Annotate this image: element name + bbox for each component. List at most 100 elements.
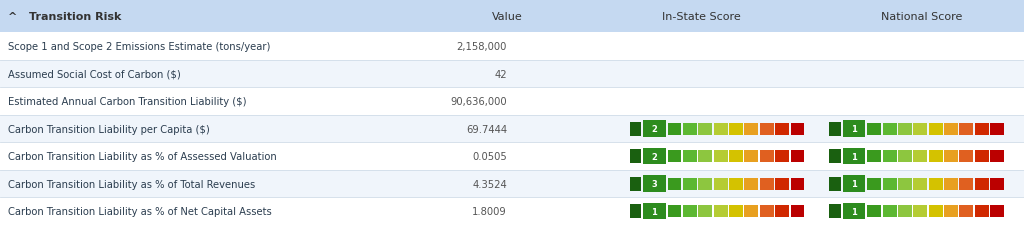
FancyBboxPatch shape [883,178,897,190]
FancyBboxPatch shape [0,198,1024,225]
Text: 2,158,000: 2,158,000 [457,42,507,52]
FancyBboxPatch shape [729,178,743,190]
Text: 1: 1 [851,207,857,216]
Text: 4.3524: 4.3524 [472,179,507,189]
FancyBboxPatch shape [668,178,682,190]
Text: Assumed Social Cost of Carbon ($): Assumed Social Cost of Carbon ($) [8,69,181,79]
FancyBboxPatch shape [744,205,758,218]
FancyBboxPatch shape [898,205,912,218]
FancyBboxPatch shape [883,150,897,163]
FancyBboxPatch shape [683,205,696,218]
FancyBboxPatch shape [643,203,666,220]
FancyBboxPatch shape [683,123,696,135]
FancyBboxPatch shape [883,205,897,218]
FancyBboxPatch shape [683,150,696,163]
FancyBboxPatch shape [775,205,788,218]
FancyBboxPatch shape [729,205,743,218]
FancyBboxPatch shape [843,148,865,165]
Text: Carbon Transition Liability as % of Assessed Valuation: Carbon Transition Liability as % of Asse… [8,152,276,162]
FancyBboxPatch shape [643,121,666,137]
FancyBboxPatch shape [959,150,973,163]
FancyBboxPatch shape [867,178,881,190]
FancyBboxPatch shape [944,123,958,135]
Text: 1: 1 [651,207,657,216]
FancyBboxPatch shape [791,205,805,218]
FancyBboxPatch shape [990,123,1004,135]
FancyBboxPatch shape [630,150,641,163]
Text: 1.8009: 1.8009 [472,206,507,216]
FancyBboxPatch shape [775,123,788,135]
Text: Value: Value [492,12,522,22]
FancyBboxPatch shape [683,178,696,190]
FancyBboxPatch shape [829,150,841,163]
FancyBboxPatch shape [867,123,881,135]
Text: Estimated Annual Carbon Transition Liability ($): Estimated Annual Carbon Transition Liabi… [8,97,247,107]
FancyBboxPatch shape [843,203,865,220]
FancyBboxPatch shape [990,205,1004,218]
Text: 90,636,000: 90,636,000 [451,97,507,107]
Text: Carbon Transition Liability per Capita ($): Carbon Transition Liability per Capita (… [8,124,210,134]
FancyBboxPatch shape [975,123,989,135]
Text: 1: 1 [851,125,857,134]
FancyBboxPatch shape [898,178,912,190]
FancyBboxPatch shape [0,170,1024,198]
Text: Carbon Transition Liability as % of Total Revenues: Carbon Transition Liability as % of Tota… [8,179,255,189]
FancyBboxPatch shape [668,205,682,218]
FancyBboxPatch shape [898,123,912,135]
FancyBboxPatch shape [0,61,1024,88]
FancyBboxPatch shape [698,150,713,163]
FancyBboxPatch shape [975,150,989,163]
FancyBboxPatch shape [744,123,758,135]
FancyBboxPatch shape [698,178,713,190]
FancyBboxPatch shape [867,150,881,163]
FancyBboxPatch shape [775,178,788,190]
FancyBboxPatch shape [929,178,943,190]
FancyBboxPatch shape [0,33,1024,61]
FancyBboxPatch shape [913,150,928,163]
FancyBboxPatch shape [0,0,1024,33]
FancyBboxPatch shape [760,205,774,218]
FancyBboxPatch shape [0,115,1024,143]
FancyBboxPatch shape [791,150,805,163]
FancyBboxPatch shape [668,123,682,135]
Text: 0.0505: 0.0505 [472,152,507,162]
FancyBboxPatch shape [975,178,989,190]
Text: 2: 2 [651,125,657,134]
FancyBboxPatch shape [760,178,774,190]
FancyBboxPatch shape [990,178,1004,190]
FancyBboxPatch shape [0,88,1024,115]
FancyBboxPatch shape [959,123,973,135]
FancyBboxPatch shape [959,178,973,190]
FancyBboxPatch shape [929,205,943,218]
FancyBboxPatch shape [913,178,928,190]
FancyBboxPatch shape [829,177,841,191]
FancyBboxPatch shape [898,150,912,163]
FancyBboxPatch shape [944,150,958,163]
FancyBboxPatch shape [944,205,958,218]
FancyBboxPatch shape [990,150,1004,163]
FancyBboxPatch shape [698,123,713,135]
FancyBboxPatch shape [843,121,865,137]
Text: 69.7444: 69.7444 [466,124,507,134]
Text: 2: 2 [651,152,657,161]
FancyBboxPatch shape [729,123,743,135]
FancyBboxPatch shape [744,178,758,190]
FancyBboxPatch shape [929,123,943,135]
FancyBboxPatch shape [883,123,897,135]
FancyBboxPatch shape [913,123,928,135]
FancyBboxPatch shape [698,205,713,218]
FancyBboxPatch shape [630,122,641,136]
FancyBboxPatch shape [843,176,865,192]
Text: Scope 1 and Scope 2 Emissions Estimate (tons/year): Scope 1 and Scope 2 Emissions Estimate (… [8,42,270,52]
Text: In-State Score: In-State Score [663,12,740,22]
FancyBboxPatch shape [643,176,666,192]
FancyBboxPatch shape [630,205,641,218]
Text: 3: 3 [651,180,657,188]
FancyBboxPatch shape [944,178,958,190]
FancyBboxPatch shape [760,150,774,163]
FancyBboxPatch shape [0,143,1024,170]
FancyBboxPatch shape [975,205,989,218]
Text: Carbon Transition Liability as % of Net Capital Assets: Carbon Transition Liability as % of Net … [8,206,272,216]
FancyBboxPatch shape [714,150,727,163]
FancyBboxPatch shape [775,150,788,163]
